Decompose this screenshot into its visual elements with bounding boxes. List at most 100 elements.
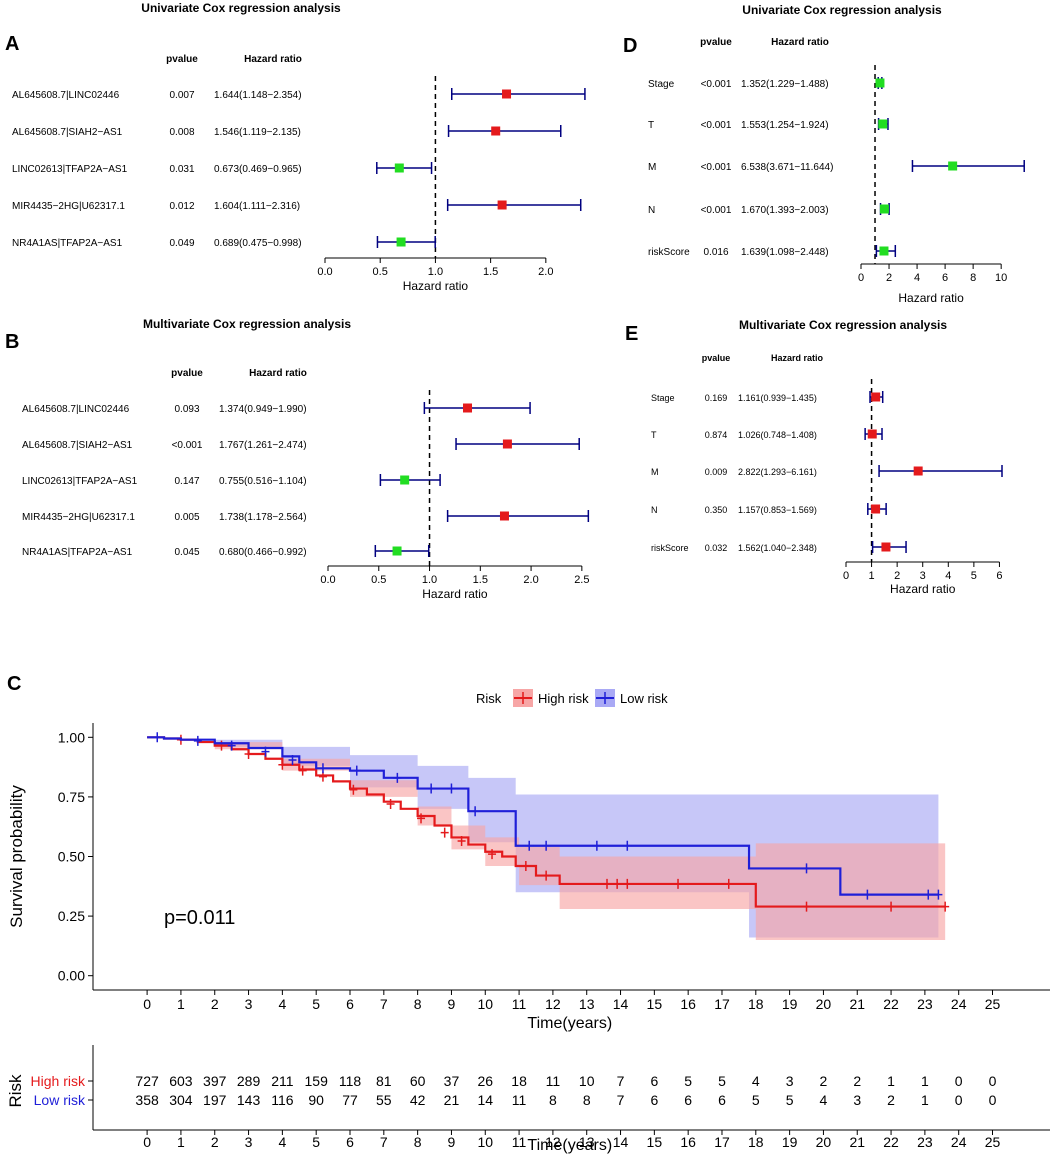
row-hazard-ratio: 1.553(1.254−1.924) xyxy=(741,120,829,131)
x-tick-label: 14 xyxy=(613,996,629,1012)
hr-point xyxy=(502,89,512,99)
x-tick-label: 4 xyxy=(278,996,286,1012)
risk-y-axis-label: Risk xyxy=(6,1074,25,1108)
risk-count-low: 4 xyxy=(820,1092,828,1108)
risk-count-high: 4 xyxy=(752,1073,760,1089)
censor-mark-high xyxy=(417,813,426,824)
risk-x-tick-label: 1 xyxy=(177,1134,185,1150)
x-tick-label: 6 xyxy=(346,996,354,1012)
censor-mark-low xyxy=(153,732,162,743)
x-tick-label: 13 xyxy=(579,996,595,1012)
x-tick-label: 4 xyxy=(945,570,951,582)
x-tick-label: 18 xyxy=(748,996,764,1012)
row-hazard-ratio: 1.352(1.229−1.488) xyxy=(741,79,829,90)
x-axis-label: Hazard ratio xyxy=(898,291,964,305)
y-tick-label: 0.75 xyxy=(58,789,85,805)
x-tick-label: 22 xyxy=(883,996,899,1012)
x-tick-label: 12 xyxy=(545,996,561,1012)
x-tick-label: 0 xyxy=(858,272,864,284)
risk-count-low: 304 xyxy=(169,1092,193,1108)
risk-x-tick-label: 24 xyxy=(951,1134,967,1150)
risk-count-high: 5 xyxy=(718,1073,726,1089)
x-tick-label: 2.5 xyxy=(574,574,589,586)
row-label: M xyxy=(651,467,659,477)
risk-x-tick-label: 16 xyxy=(680,1134,696,1150)
panel-title-E: Multivariate Cox regression analysis xyxy=(739,318,947,332)
x-tick-label: 23 xyxy=(917,996,933,1012)
row-hazard-ratio: 0.673(0.469−0.965) xyxy=(214,164,302,175)
x-tick-label: 2 xyxy=(211,996,219,1012)
risk-count-high: 118 xyxy=(339,1073,362,1089)
censor-mark-low xyxy=(471,806,480,817)
x-axis-label: Time(years) xyxy=(527,1015,612,1032)
risk-x-tick-label: 21 xyxy=(849,1134,865,1150)
legend-title: Risk xyxy=(476,691,502,706)
censor-mark-high xyxy=(941,901,950,912)
panel-letter-D: D xyxy=(623,35,637,57)
risk-count-low: 6 xyxy=(650,1092,658,1108)
risk-count-low: 6 xyxy=(684,1092,692,1108)
x-tick-label: 15 xyxy=(647,996,663,1012)
risk-count-low: 14 xyxy=(477,1092,493,1108)
x-tick-label: 3 xyxy=(245,996,253,1012)
risk-table: High risk 727 603 397 289 211 159 118 81 60 37 26 18… xyxy=(6,1045,1050,1154)
x-tick-label: 0.5 xyxy=(371,574,386,586)
risk-count-low: 55 xyxy=(376,1092,392,1108)
risk-count-high: 603 xyxy=(169,1073,193,1089)
risk-x-tick-label: 17 xyxy=(714,1134,730,1150)
forest-panel-D: D Univariate Cox regression analysis pvalu… xyxy=(623,3,1025,305)
censor-mark-high xyxy=(887,901,896,912)
risk-x-axis-label: Time(years) xyxy=(527,1137,612,1154)
x-tick-label: 17 xyxy=(714,996,730,1012)
risk-x-tick-label: 14 xyxy=(613,1134,629,1150)
x-tick-label: 19 xyxy=(782,996,798,1012)
row-label: N xyxy=(651,505,658,515)
row-pvalue: 0.031 xyxy=(169,164,194,175)
row-pvalue: 0.350 xyxy=(705,505,728,515)
hazard-ratio-header: Hazard ratio xyxy=(244,54,302,65)
row-hazard-ratio: 1.604(1.111−2.316) xyxy=(214,201,300,212)
censor-mark-high xyxy=(440,827,449,838)
risk-count-low: 143 xyxy=(237,1092,261,1108)
x-tick-label: 1.5 xyxy=(483,266,498,278)
row-hazard-ratio: 1.157(0.853−1.569) xyxy=(738,505,817,515)
row-hazard-ratio: 0.689(0.475−0.998) xyxy=(214,238,302,249)
row-label: riskScore xyxy=(651,543,689,553)
pvalue-header: pvalue xyxy=(171,368,203,379)
hr-point xyxy=(879,204,889,214)
risk-count-high: 11 xyxy=(546,1073,561,1089)
legend-censor-high xyxy=(517,692,529,704)
censor-mark-low xyxy=(924,889,933,900)
row-pvalue: 0.045 xyxy=(174,547,199,558)
risk-count-low: 5 xyxy=(752,1092,760,1108)
hr-point xyxy=(871,504,881,514)
risk-count-low: 116 xyxy=(271,1092,294,1108)
panel-letter-A: A xyxy=(5,33,19,55)
x-tick-label: 1.0 xyxy=(428,266,443,278)
forest-panel-A: A Univariate Cox regression analysis pvalu… xyxy=(5,1,586,293)
risk-x-tick-label: 19 xyxy=(782,1134,798,1150)
risk-count-low: 8 xyxy=(549,1092,557,1108)
panel-letter-E: E xyxy=(625,323,638,345)
row-label: T xyxy=(651,430,657,440)
ci-band-high xyxy=(147,737,946,940)
censor-mark-low xyxy=(393,772,402,783)
hr-point xyxy=(948,161,958,171)
hr-point xyxy=(871,392,881,402)
risk-count-low: 1 xyxy=(921,1092,929,1108)
x-tick-label: 1 xyxy=(177,996,185,1012)
row-hazard-ratio: 6.538(3.671−11.644) xyxy=(741,162,833,173)
row-pvalue: 0.032 xyxy=(705,543,728,553)
row-pvalue: 0.049 xyxy=(169,238,194,249)
hr-point xyxy=(463,403,473,413)
risk-count-low: 7 xyxy=(617,1092,625,1108)
risk-count-high: 3 xyxy=(786,1073,794,1089)
risk-count-low: 0 xyxy=(955,1092,963,1108)
row-pvalue: 0.093 xyxy=(174,404,199,415)
x-tick-label: 11 xyxy=(512,996,527,1012)
risk-count-high: 397 xyxy=(203,1073,227,1089)
risk-count-high: 10 xyxy=(579,1073,595,1089)
row-hazard-ratio: 0.755(0.516−1.104) xyxy=(219,476,307,487)
risk-x-tick-label: 20 xyxy=(816,1134,832,1150)
censor-mark-high xyxy=(724,878,733,889)
